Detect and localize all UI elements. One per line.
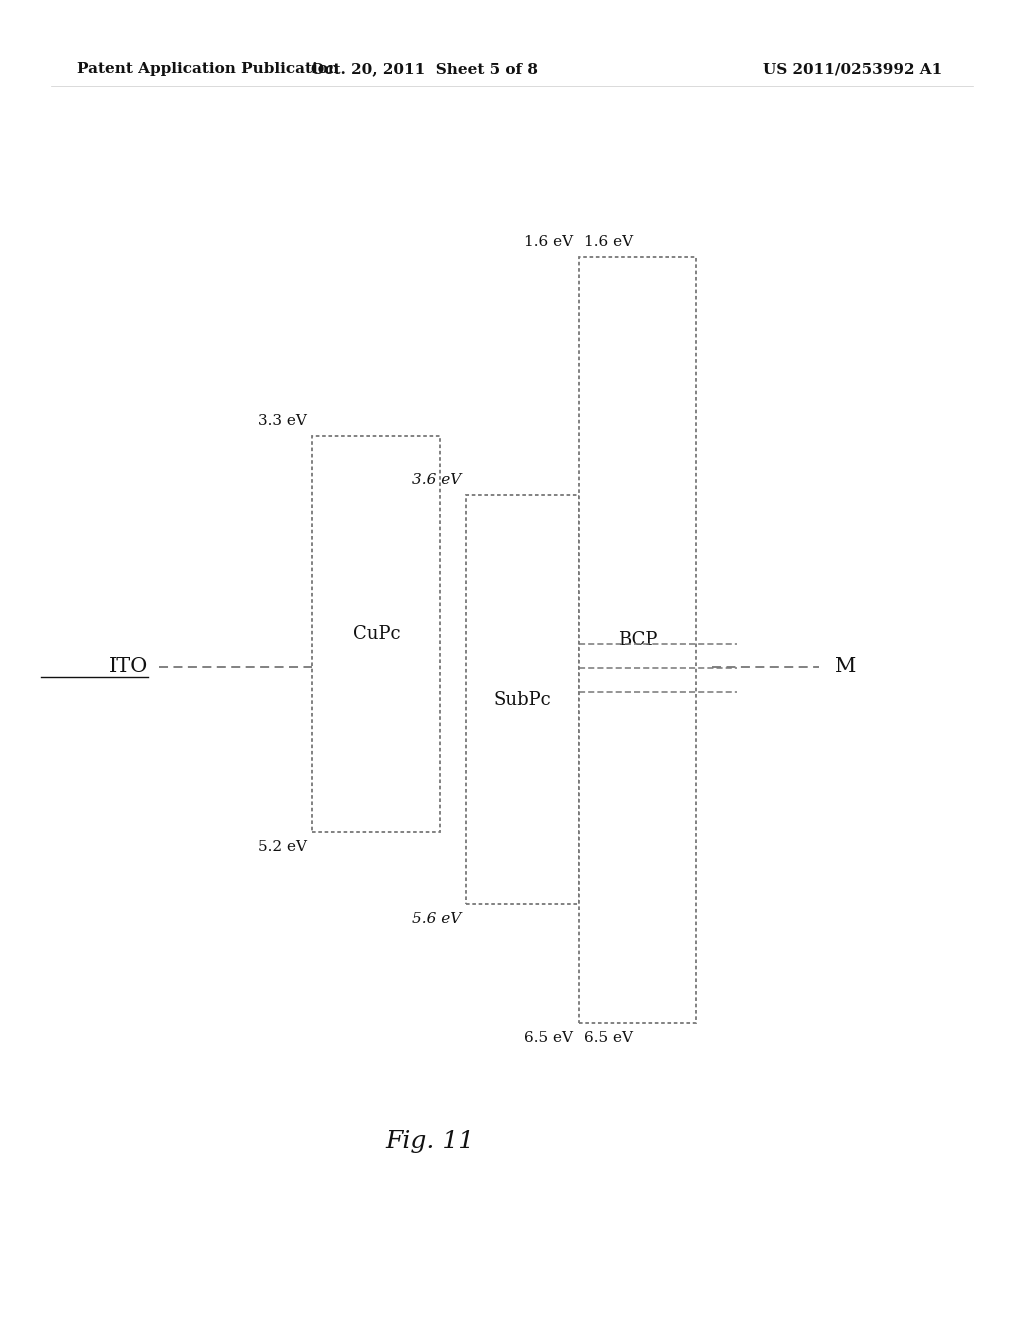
Bar bbox=[312, 436, 440, 832]
Text: 3.6 eV: 3.6 eV bbox=[412, 473, 461, 487]
Text: US 2011/0253992 A1: US 2011/0253992 A1 bbox=[763, 62, 942, 77]
Text: BCP: BCP bbox=[617, 631, 657, 649]
Text: 3.3 eV: 3.3 eV bbox=[258, 413, 307, 428]
Text: Fig. 11: Fig. 11 bbox=[385, 1130, 475, 1154]
Text: CuPc: CuPc bbox=[352, 624, 400, 643]
Text: Oct. 20, 2011  Sheet 5 of 8: Oct. 20, 2011 Sheet 5 of 8 bbox=[311, 62, 539, 77]
Text: M: M bbox=[835, 657, 856, 676]
Text: 1.6 eV: 1.6 eV bbox=[524, 235, 573, 249]
Text: Patent Application Publication: Patent Application Publication bbox=[77, 62, 339, 77]
Text: SubPc: SubPc bbox=[494, 690, 551, 709]
Bar bbox=[466, 495, 579, 904]
Text: 5.2 eV: 5.2 eV bbox=[258, 840, 307, 854]
Text: 1.6 eV: 1.6 eV bbox=[584, 235, 633, 249]
Text: 6.5 eV: 6.5 eV bbox=[584, 1031, 633, 1045]
Text: 6.5 eV: 6.5 eV bbox=[524, 1031, 573, 1045]
Text: ITO: ITO bbox=[110, 657, 148, 676]
Text: 5.6 eV: 5.6 eV bbox=[412, 912, 461, 927]
Bar bbox=[579, 257, 696, 1023]
